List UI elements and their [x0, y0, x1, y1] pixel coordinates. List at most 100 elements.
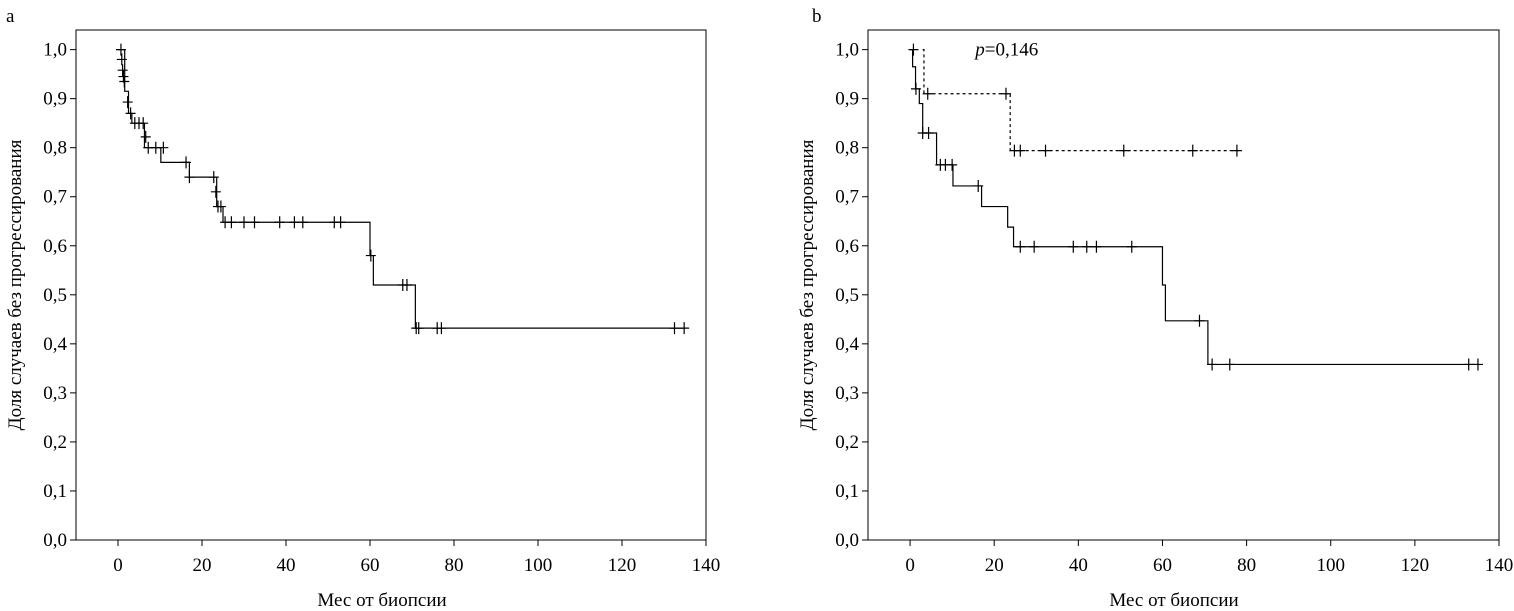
- y-tick-label: 0,1: [43, 481, 67, 502]
- censor-mark: [910, 82, 921, 95]
- y-tick-label: 0,7: [43, 187, 67, 208]
- x-tick-label: 60: [1153, 555, 1172, 576]
- y-tick-label: 0,1: [835, 481, 859, 502]
- censor-mark: [1081, 240, 1092, 253]
- censor-mark: [210, 185, 221, 198]
- y-tick-label: 0,9: [835, 89, 859, 110]
- y-tick-label: 0,2: [43, 432, 67, 453]
- x-tick-label: 40: [277, 555, 296, 576]
- y-tick-label: 0,3: [43, 383, 67, 404]
- y-axis-ticks-b: 0,0 0,1 0,2 0,3 0,4 0,5 0,6 0,7 0,8 0,9 1,0: [835, 40, 868, 551]
- censor-mark: [1118, 144, 1129, 157]
- censor-mark: [226, 216, 237, 229]
- y-tick-label: 1,0: [43, 40, 67, 61]
- y-tick-label: 0,7: [835, 187, 859, 208]
- x-axis-ticks-b: 0 20 40 60 80 100 120 140: [905, 540, 1513, 576]
- censor-mark: [1224, 358, 1235, 371]
- censor-mark: [119, 75, 130, 88]
- censor-mark: [1463, 358, 1474, 371]
- x-tick-label: 100: [1316, 555, 1345, 576]
- x-tick-label: 120: [608, 555, 637, 576]
- y-tick-label: 1,0: [835, 40, 859, 61]
- y-tick-label: 0,3: [835, 383, 859, 404]
- p-symbol: p: [973, 40, 985, 61]
- y-axis-label-b: Доля случаев без прогрессирования: [797, 139, 818, 430]
- censor-mark: [158, 141, 169, 154]
- y-tick-label: 0,6: [835, 236, 859, 257]
- censor-mark: [1015, 240, 1026, 253]
- x-tick-label: 80: [445, 555, 464, 576]
- y-tick-label: 0,8: [835, 138, 859, 159]
- censor-mark: [215, 200, 226, 213]
- x-tick-label: 100: [524, 555, 553, 576]
- x-tick-label: 0: [905, 555, 915, 576]
- y-tick-label: 0,4: [835, 334, 859, 355]
- survival-curves-b: [908, 43, 1483, 371]
- x-tick-label: 140: [692, 555, 721, 576]
- p-value-annotation: p=0,146: [973, 40, 1038, 61]
- censor-mark: [249, 216, 260, 229]
- censor-mark: [274, 216, 285, 229]
- panel-label-a: a: [6, 6, 15, 27]
- censor-mark: [679, 322, 690, 335]
- x-tick-label: 20: [193, 555, 212, 576]
- censor-mark: [335, 216, 346, 229]
- censor-mark: [117, 64, 128, 77]
- censor-mark: [138, 117, 149, 130]
- censor-mark: [908, 43, 919, 56]
- censor-mark: [184, 171, 195, 184]
- solid-survival-curve-b: [910, 49, 1478, 366]
- chart-panel-b: b 0,0 0,1 0,2 0,3 0,4 0,5 0,6 0,7 0,8 0,9 1,0 0 20 4…: [797, 6, 1513, 611]
- y-axis-label-a: Доля случаев без прогрессирования: [5, 139, 26, 430]
- x-tick-label: 140: [1485, 555, 1514, 576]
- plot-frame-a: [75, 29, 707, 541]
- y-tick-label: 0,0: [43, 530, 67, 551]
- x-tick-label: 40: [1069, 555, 1088, 576]
- y-tick-label: 0,5: [43, 285, 67, 306]
- censor-mark: [297, 216, 308, 229]
- censor-mark: [947, 158, 958, 171]
- censor-mark: [1207, 358, 1218, 371]
- x-tick-label: 120: [1401, 555, 1430, 576]
- plot-frame-b: [867, 29, 1500, 541]
- censor-mark: [365, 249, 376, 262]
- censor-mark: [401, 279, 412, 291]
- censor-mark: [922, 87, 933, 100]
- censor-mark: [1231, 144, 1242, 157]
- panel-label-b: b: [812, 6, 822, 27]
- dashed-survival-curve-b: [922, 49, 1239, 152]
- p-value: =0,146: [985, 40, 1038, 61]
- censor-mark: [1068, 240, 1079, 253]
- x-tick-label: 0: [113, 555, 123, 576]
- y-tick-label: 0,6: [43, 236, 67, 257]
- x-axis-label-b: Мес от биопсии: [1109, 590, 1238, 611]
- censor-mark: [669, 322, 680, 335]
- censor-mark: [973, 179, 984, 192]
- censor-mark: [1187, 144, 1198, 157]
- censor-mark: [239, 216, 249, 229]
- y-axis-ticks-a: 0,0 0,1 0,2 0,3 0,4 0,5 0,6 0,7 0,8 0,9 1,0: [43, 40, 76, 551]
- y-tick-label: 0,9: [43, 89, 67, 110]
- censor-mark: [1015, 144, 1026, 157]
- censor-mark: [140, 130, 151, 143]
- survival-curves-a: [115, 43, 690, 335]
- censor-mark: [1091, 240, 1102, 253]
- x-axis-ticks-a: 0 20 40 60 80 100 120 140: [113, 540, 720, 576]
- y-tick-label: 0,5: [835, 285, 859, 306]
- censor-mark: [413, 322, 424, 335]
- censor-mark: [436, 322, 447, 335]
- censor-mark: [125, 107, 136, 120]
- y-tick-label: 0,8: [43, 138, 67, 159]
- censor-mark: [122, 96, 133, 109]
- censor-mark: [1194, 314, 1205, 327]
- y-tick-label: 0,2: [835, 432, 859, 453]
- censor-mark: [1472, 358, 1483, 371]
- y-tick-label: 0,0: [835, 530, 859, 551]
- censor-mark: [208, 171, 219, 184]
- x-axis-label-a: Мес от биопсии: [317, 590, 446, 611]
- y-tick-label: 0,4: [43, 334, 67, 355]
- censor-mark: [1040, 144, 1051, 157]
- censor-mark: [116, 53, 127, 66]
- censor-mark: [923, 126, 934, 139]
